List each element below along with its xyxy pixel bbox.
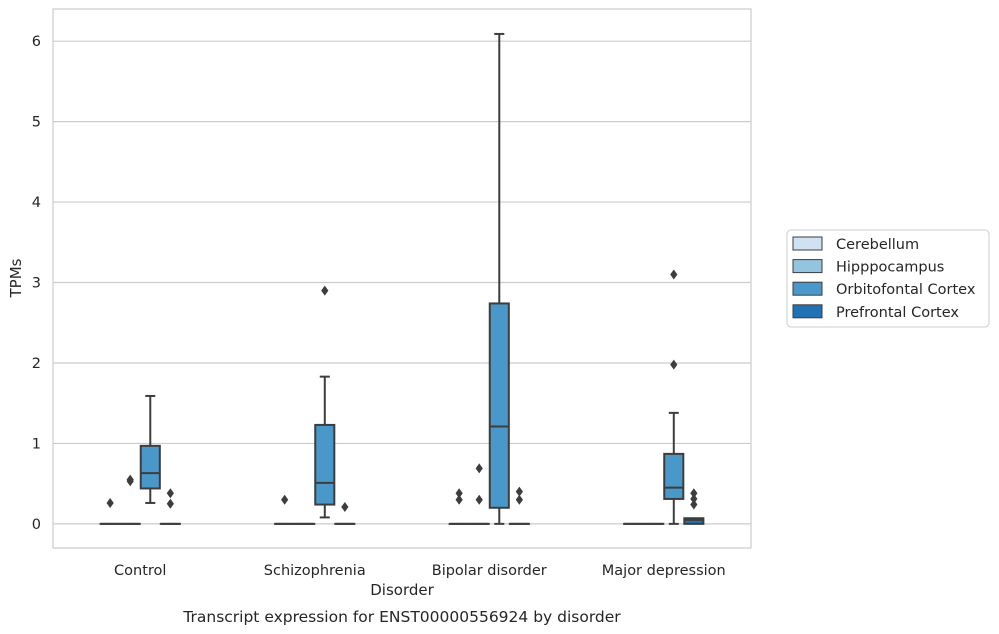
legend-item: Prefrontal Cortex [792,304,959,321]
legend-label: Prefrontal Cortex [836,305,959,321]
y-tick-label: 3 [32,276,41,292]
outlier-point [455,488,463,499]
x-tick-label: Schizophrenia [264,563,366,579]
legend-swatch [792,236,823,251]
x-axis-ticks: Control Schizophrenia Bipolar disorder Majo… [114,563,726,579]
box [159,488,181,525]
box [448,488,470,525]
outlier-point [166,488,174,499]
box [139,394,161,504]
legend-frame [786,229,990,328]
box [508,486,530,525]
y-tick-label: 4 [32,195,41,211]
outlier-point [475,494,483,505]
y-tick-label: 5 [32,115,41,131]
legend-item: Hipppocampus [792,259,944,276]
box-iqr [139,444,161,490]
y-axis-label: TPMs [7,258,25,298]
outlier-point [690,493,698,504]
outlier-point [126,474,134,485]
y-tick-label: 2 [32,356,41,372]
grid-lines [53,40,751,525]
legend-label: Hipppocampus [836,260,944,276]
outlier-point [515,494,523,505]
box-iqr [663,452,685,500]
legend-item: Orbitofontal Cortex [792,281,976,298]
outlier-point [475,463,483,474]
x-tick-label: Major depression [602,563,726,579]
y-axis-ticks: 0 1 2 3 4 5 6 [32,34,41,533]
outlier-point [455,494,463,505]
box-iqr [314,423,336,506]
box [99,497,121,525]
legend-item: Cerebellum [792,236,919,253]
legend-swatch [792,281,823,296]
outlier-point [670,269,678,280]
y-tick-label: 6 [32,34,41,50]
outlier-point [281,494,289,505]
x-tick-label: Bipolar disorder [432,563,547,579]
legend-label: Cerebellum [836,237,919,253]
y-tick-label: 0 [32,517,41,533]
outlier-point [690,488,698,499]
box-iqr [683,517,705,525]
x-axis-label: Disorder [370,581,434,599]
plot-area-frame [52,8,752,549]
legend: Cerebellum Hipppocampus Orbitofontal Corte… [786,229,990,328]
legend-swatch [792,259,823,274]
box-iqr [488,302,510,509]
outlier-point [690,499,698,510]
legend-label: Orbitofontal Cortex [836,282,976,298]
chart-title: Transcript expression for ENST0000055692… [182,608,621,626]
outlier-point [321,285,329,296]
box [119,474,141,525]
outlier-point [341,501,349,512]
box [334,501,356,525]
box [488,32,510,525]
x-tick-label: Control [114,563,166,579]
box [274,494,296,525]
legend-swatch [792,304,823,319]
outlier-point [106,497,114,508]
box [663,269,685,525]
box [314,285,336,519]
box [468,463,490,525]
outlier-point [166,498,174,509]
y-tick-label: 1 [32,436,41,452]
outlier-point [670,359,678,370]
outlier-point [515,486,523,497]
box [683,488,705,525]
box-plot-marks [99,32,705,525]
